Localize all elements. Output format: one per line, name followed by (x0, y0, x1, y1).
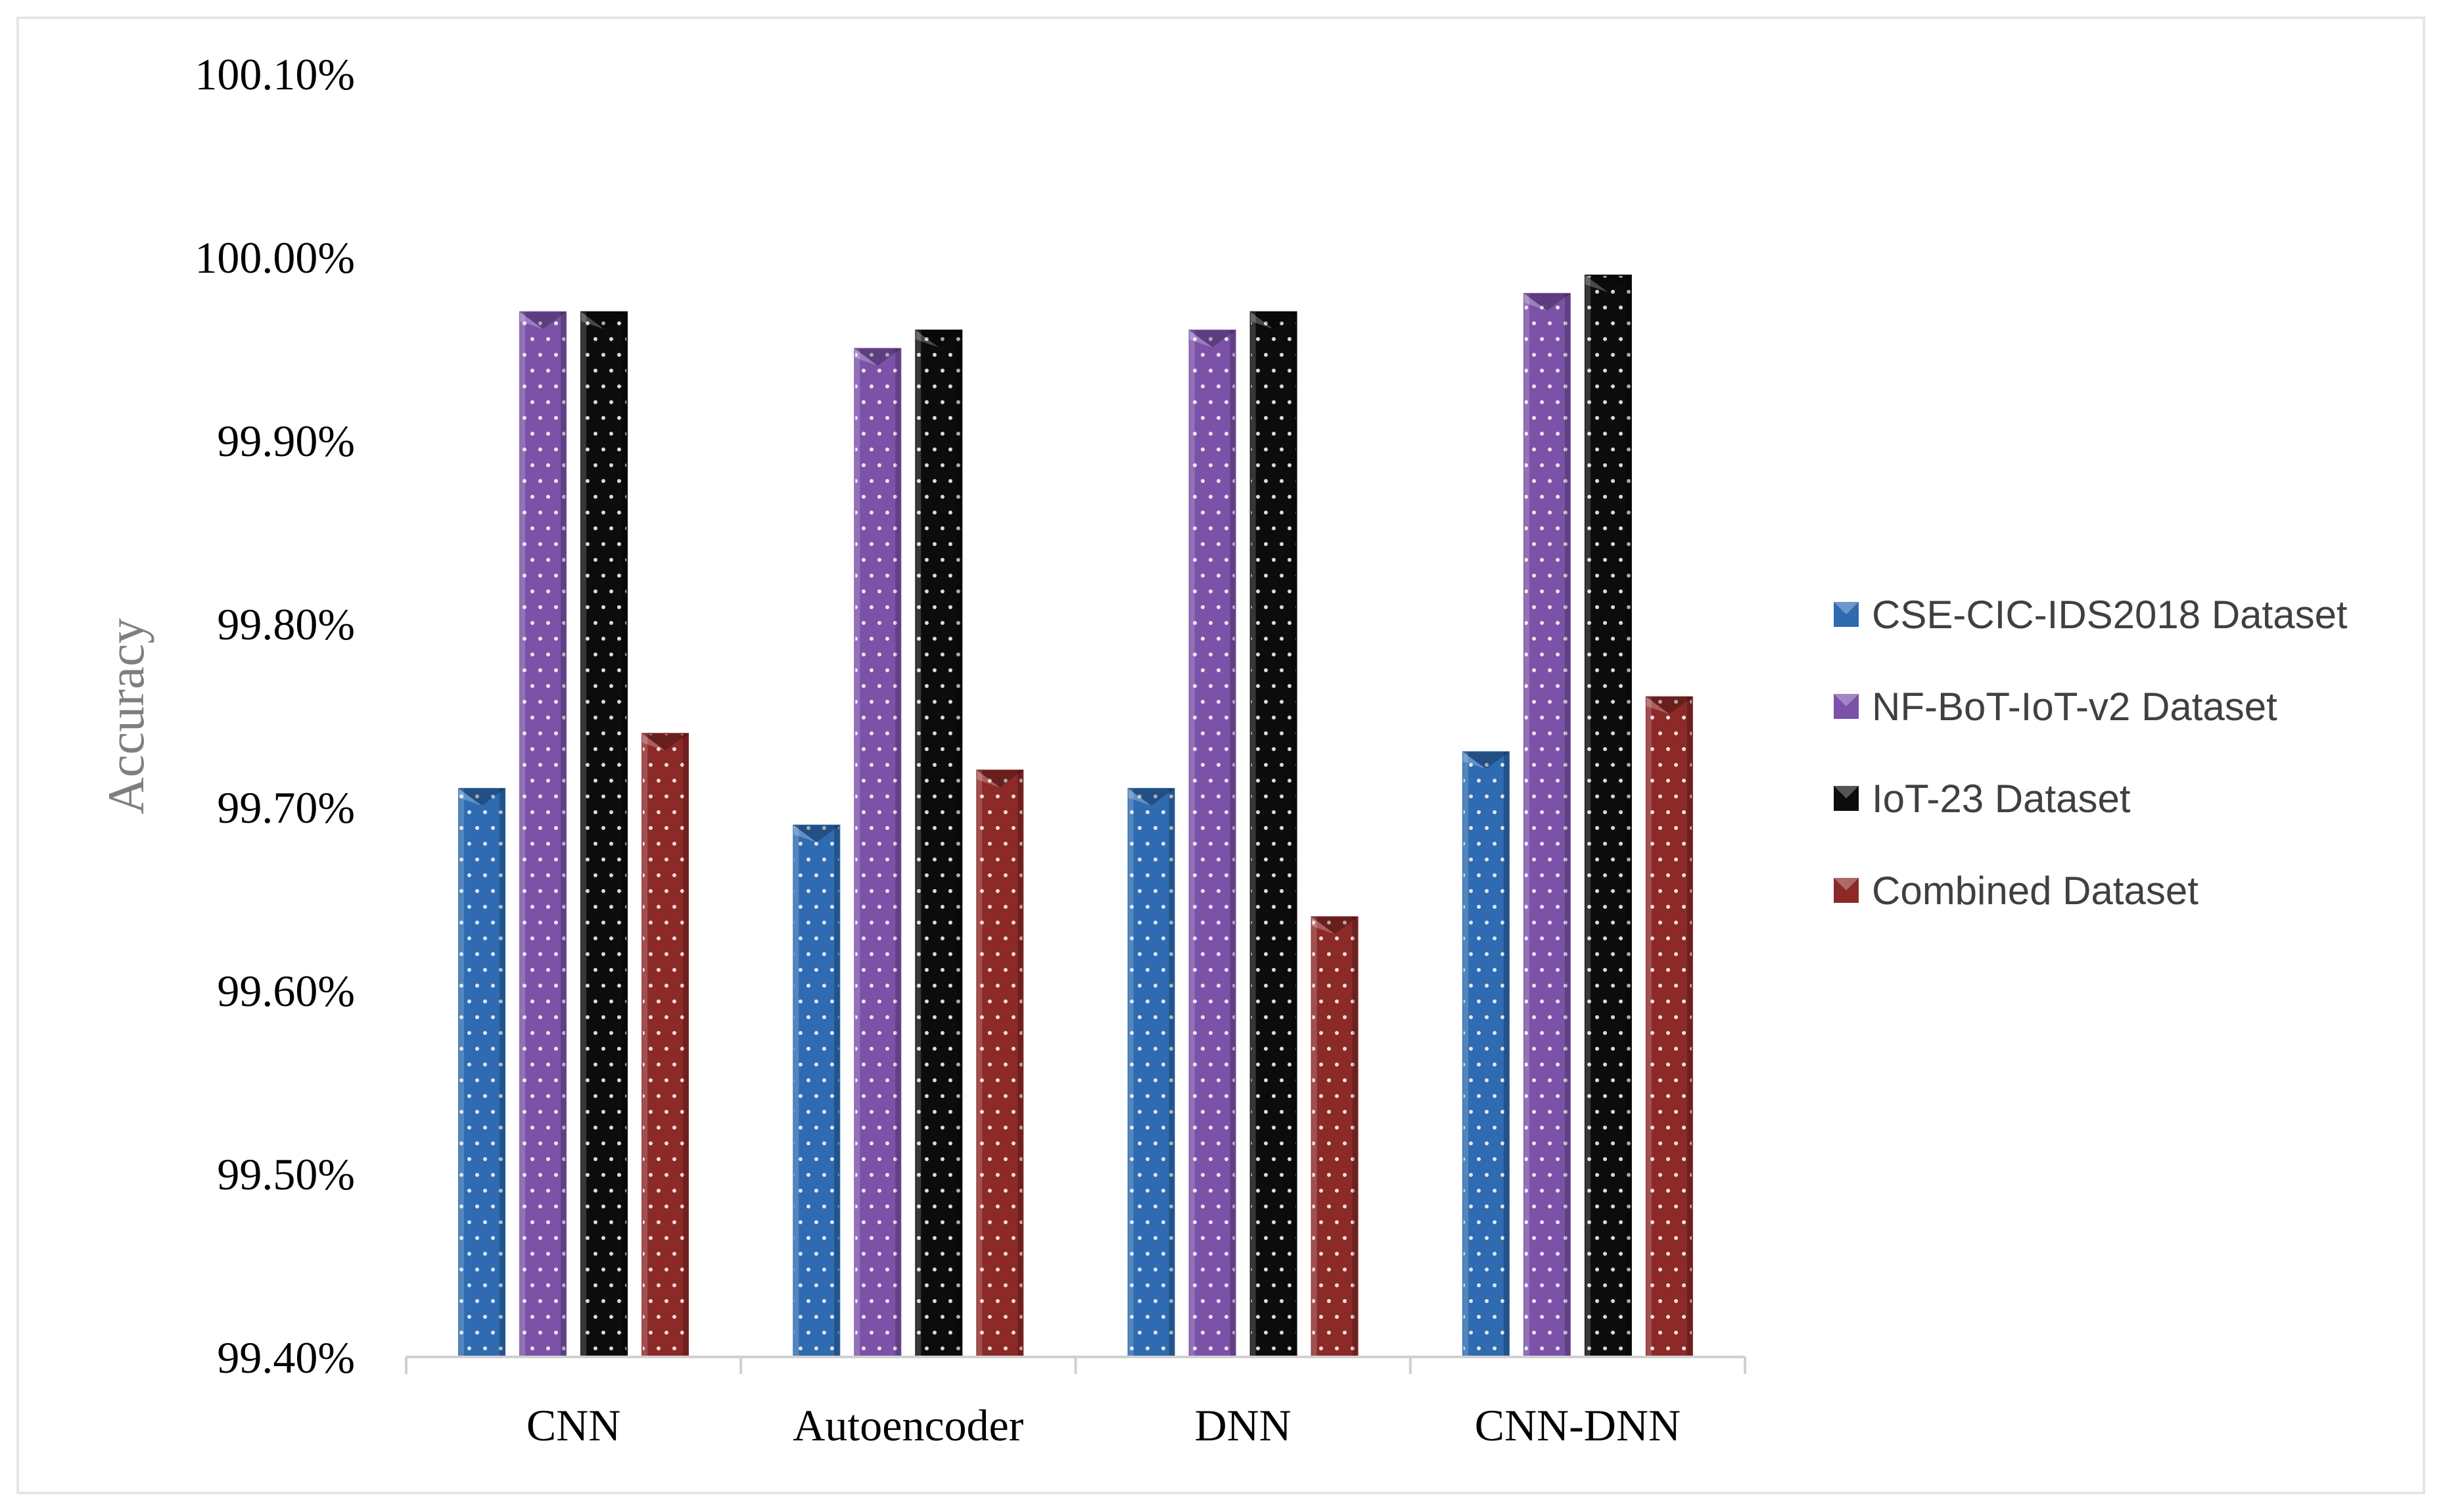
x-category-label: CNN-DNN (1475, 1400, 1681, 1450)
bar (458, 788, 506, 1358)
x-category-label: DNN (1194, 1400, 1291, 1450)
bar (580, 311, 628, 1358)
x-category-label: Autoencoder (793, 1400, 1024, 1450)
legend-swatch (1834, 786, 1859, 811)
bar (1188, 329, 1236, 1358)
x-axis: CNN Autoencoder DNN CNN-DNN (405, 1356, 1746, 1450)
bar (1311, 916, 1359, 1358)
legend-label: NF-BoT-IoT-v2 Dataset (1872, 685, 2277, 729)
legend-label: IoT-23 Dataset (1872, 777, 2131, 821)
y-tick-label: 99.60% (217, 966, 355, 1016)
bar (854, 348, 902, 1358)
bar (915, 329, 963, 1358)
legend-item: Combined Dataset (1834, 869, 2199, 913)
legend-swatch (1834, 694, 1859, 719)
y-tick-label: 99.80% (217, 599, 355, 649)
legend-swatch (1834, 878, 1859, 903)
bar (519, 311, 567, 1358)
bar (976, 769, 1024, 1358)
bar (641, 733, 689, 1358)
bar (1127, 788, 1175, 1358)
bar (793, 824, 841, 1358)
y-tick-label: 99.90% (217, 416, 355, 466)
y-axis-ticks: 99.40% 99.50% 99.60% 99.70% 99.80% 99.90% 100.… (195, 49, 355, 1383)
y-tick-label: 100.00% (195, 233, 355, 283)
y-tick-label: 99.50% (217, 1149, 355, 1199)
legend-label: Combined Dataset (1872, 869, 2199, 913)
legend: CSE-CIC-IDS2018 Dataset NF-BoT-IoT-v2 Dat… (1834, 593, 2348, 913)
y-axis-title: Accuracy (97, 618, 154, 815)
legend-swatch (1834, 602, 1859, 627)
x-category-label: CNN (526, 1400, 621, 1450)
y-tick-label: 100.10% (195, 49, 355, 99)
y-tick-label: 99.70% (217, 783, 355, 833)
bar (1645, 696, 1693, 1358)
bar (1584, 274, 1632, 1358)
bar (1523, 292, 1571, 1358)
legend-label: CSE-CIC-IDS2018 Dataset (1872, 593, 2348, 637)
bar (1462, 751, 1510, 1358)
legend-item: IoT-23 Dataset (1834, 777, 2131, 821)
bar (1249, 311, 1297, 1358)
legend-item: NF-BoT-IoT-v2 Dataset (1834, 685, 2277, 729)
y-tick-label: 99.40% (217, 1333, 355, 1383)
legend-item: CSE-CIC-IDS2018 Dataset (1834, 593, 2348, 637)
bar-series (458, 274, 1693, 1358)
